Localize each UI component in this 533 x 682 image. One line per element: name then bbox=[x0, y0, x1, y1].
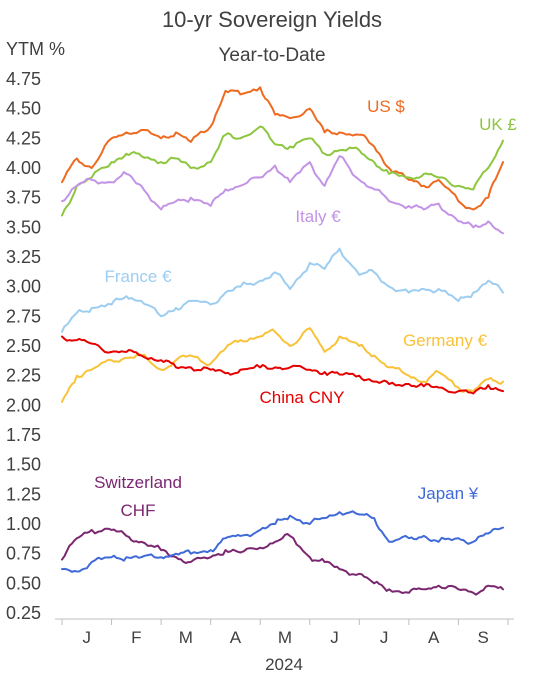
x-tick-1: J bbox=[83, 628, 92, 647]
series-lines bbox=[61, 86, 504, 596]
series-line-uk bbox=[61, 125, 504, 217]
y-tick-labels: 4.75 4.50 4.25 4.00 3.75 3.50 3.25 3.00 2.75 2.50… bbox=[6, 69, 41, 623]
series-label-us: US $ bbox=[367, 97, 405, 116]
series-line-us bbox=[61, 86, 504, 211]
y-tick-2-75: 2.75 bbox=[6, 306, 41, 326]
y-tick-1-25: 1.25 bbox=[6, 484, 41, 504]
series-label-japan: Japan ¥ bbox=[418, 484, 479, 503]
series-line-china-cny bbox=[61, 335, 504, 395]
y-tick-0-75: 0.75 bbox=[6, 544, 41, 564]
y-tick-2-50: 2.50 bbox=[6, 336, 41, 356]
series-label-germany: Germany € bbox=[403, 331, 488, 350]
chart-subtitle: Year-to-Date bbox=[218, 45, 325, 66]
x-tick-8: A bbox=[428, 628, 440, 647]
y-axis-label: YTM % bbox=[6, 39, 65, 59]
y-tick-4-50: 4.50 bbox=[6, 99, 41, 119]
y-tick-1-00: 1.00 bbox=[6, 514, 41, 534]
y-tick-3-25: 3.25 bbox=[6, 247, 41, 267]
y-tick-0-25: 0.25 bbox=[6, 603, 41, 623]
x-tick-4: A bbox=[230, 628, 242, 647]
y-tick-2-25: 2.25 bbox=[6, 366, 41, 386]
x-tick-3: M bbox=[179, 628, 193, 647]
x-axis-tick-marks bbox=[61, 619, 509, 625]
series-label-italy: Italy € bbox=[295, 207, 341, 226]
series-label-switzerland: Switzerland bbox=[94, 473, 182, 492]
series-labels: US $ UK £ Italy € France € Germany € China CN… bbox=[94, 97, 517, 520]
y-tick-3-00: 3.00 bbox=[6, 277, 41, 297]
y-tick-3-75: 3.75 bbox=[6, 188, 41, 208]
series-line-japan bbox=[61, 510, 504, 573]
series-label-france: France € bbox=[104, 267, 172, 286]
x-tick-5: M bbox=[278, 628, 292, 647]
x-tick-2: F bbox=[131, 628, 141, 647]
y-tick-1-75: 1.75 bbox=[6, 425, 41, 445]
y-tick-2-00: 2.00 bbox=[6, 395, 41, 415]
y-tick-0-50: 0.50 bbox=[6, 573, 41, 593]
y-tick-4-75: 4.75 bbox=[6, 69, 41, 89]
series-line-italy bbox=[61, 155, 504, 235]
series-label-switzerland-2: CHF bbox=[121, 501, 156, 520]
series-line-france bbox=[61, 247, 504, 333]
y-tick-4-25: 4.25 bbox=[6, 128, 41, 148]
x-tick-9: S bbox=[478, 628, 489, 647]
y-tick-4-00: 4.00 bbox=[6, 158, 41, 178]
x-tick-7: J bbox=[380, 628, 389, 647]
y-tick-3-50: 3.50 bbox=[6, 217, 41, 237]
x-tick-6: J bbox=[330, 628, 339, 647]
chart-title: 10-yr Sovereign Yields bbox=[162, 7, 382, 32]
y-tick-1-50: 1.50 bbox=[6, 455, 41, 475]
series-label-uk: UK £ bbox=[479, 115, 517, 134]
series-line-germany bbox=[61, 327, 504, 403]
series-line-switzerland-chf bbox=[61, 527, 504, 596]
x-axis-year-label: 2024 bbox=[265, 655, 303, 674]
series-label-china: China CNY bbox=[259, 388, 344, 407]
